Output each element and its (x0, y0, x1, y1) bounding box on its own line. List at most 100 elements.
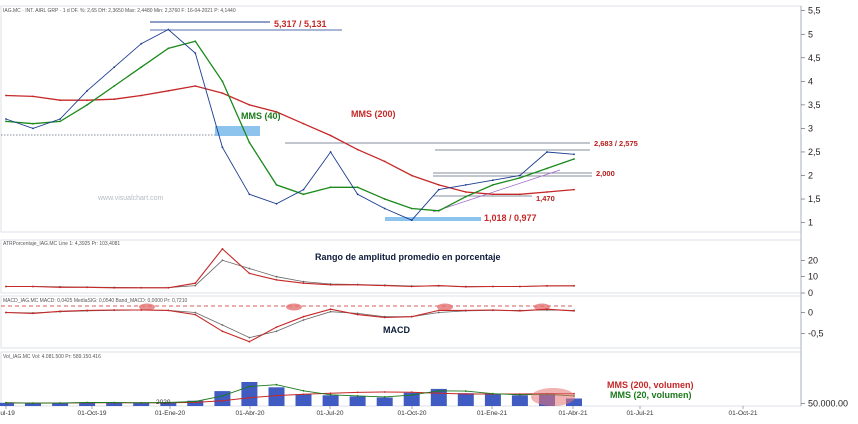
macd-line-point (464, 309, 467, 312)
level-label-2000: 2,000 (596, 169, 615, 178)
atr-line-point (302, 282, 305, 285)
x-tick-label: 01-Jul-20 (316, 410, 343, 417)
macd-signal-line-point (248, 336, 251, 339)
price-y-axis: 5,5 5 4,5 4 3,5 3 2,5 2 1,5 1 (801, 6, 821, 228)
volume-bar (403, 392, 420, 406)
price-line-point (302, 188, 305, 191)
macd-line-point (437, 309, 440, 312)
atr-signal-line-point (275, 275, 278, 278)
volume-mms20-line-point (275, 383, 278, 386)
macd-line-point (167, 309, 170, 312)
price-y-tick-label: 4,5 (808, 53, 821, 63)
volume-header: Vol_IAG.MC Vol: 4.081.500 Pr: 589.150.41… (3, 354, 101, 360)
mms40-line-point (410, 207, 413, 210)
macd-line-point (492, 309, 494, 311)
atr-y-axis: 20 10 0 (801, 255, 818, 298)
macd-title: MACD (383, 325, 410, 335)
price-line-point (113, 66, 116, 69)
macd-header: MACD_IAG.MC MACD: 0,0425 MediaSIG: 0,054… (3, 298, 187, 304)
atr-header: ATRPorcentaje_IAG.MC Line 1: 4,3925 Pr: … (3, 241, 120, 247)
price-y-tick-label: 3 (808, 123, 813, 133)
mms200-line-point (519, 193, 521, 196)
volume-mms20-line-point (492, 392, 494, 395)
price-line-point (32, 127, 34, 130)
mms200-line-point (167, 89, 170, 92)
macd-signal-line-point (329, 310, 332, 313)
mms40-line-point (140, 66, 143, 69)
price-y-tick-label: 5,5 (808, 6, 821, 16)
macd-y-axis: 0 -0,5 (801, 308, 824, 338)
macd-line-point (59, 310, 61, 313)
mms40-line-point (546, 167, 548, 170)
volume-mms20-label: MMS (20, volumen) (610, 390, 692, 400)
atr-series-group (5, 248, 575, 289)
macd-line-point (383, 316, 386, 319)
atr-line-point (167, 286, 170, 289)
volume-mms200-line-point (356, 391, 359, 394)
price-line-point (492, 179, 494, 182)
mms200-label: MMS (200) (351, 109, 396, 119)
macd-signal-line-point (437, 311, 440, 314)
macd-peak-marker-3 (437, 303, 453, 311)
mms200-line-point (573, 188, 575, 191)
atr-y-tick-label: 20 (808, 255, 818, 265)
mms40-line-point (32, 122, 34, 125)
atr-line-point (519, 285, 521, 288)
volume-bar (268, 387, 285, 406)
volume-bar (133, 402, 150, 406)
volume-mms20-line-point (86, 401, 88, 404)
x-axis: Jul-19 01-Oct-19 01-Ene-20 01-Abr-20 01-Jul-… (0, 406, 758, 417)
atr-line-point (410, 285, 413, 288)
atr-y-tick-label: 10 (808, 272, 818, 282)
mms40-line-point (329, 186, 332, 189)
macd-line (5, 308, 575, 343)
mms200-line-point (194, 85, 197, 87)
atr-title: Rango de amplitud promedio en porcentaje (315, 252, 501, 262)
macd-line-point (410, 315, 413, 318)
price-line-point (356, 193, 359, 196)
volume-mms200-line-point (464, 393, 467, 395)
atr-line-point (383, 284, 386, 287)
price-line-point (573, 153, 575, 156)
atr-line-point (5, 285, 7, 288)
atr-line-point (32, 285, 34, 288)
price-line-point (59, 118, 61, 120)
mms200-line-point (356, 148, 359, 151)
macd-peak-marker-2 (286, 303, 302, 311)
volume-mms20-line-point (167, 401, 170, 404)
watermark: www.visualchart.com (97, 195, 164, 202)
volume-mms20-line-point (464, 390, 467, 392)
macd-line-point (302, 315, 305, 318)
year-marker: 2020 (156, 399, 171, 406)
x-tick-label: 01-Abr-21 (559, 410, 588, 417)
volume-mms20-line-point (519, 393, 521, 396)
price-y-tick-label: 4 (808, 76, 813, 86)
atr-panel-frame (0, 239, 802, 294)
atr-line-point (573, 284, 575, 287)
macd-panel-frame (0, 295, 802, 349)
volume-mms20-line-point (410, 394, 413, 396)
x-tick-label: 01-Oct-20 (398, 410, 427, 417)
atr-line-point (492, 285, 494, 288)
price-header: IAG.MC · INT. AIRL GRP · 1 d DF. %: 2,65… (3, 8, 236, 14)
x-tick-label: 01-Ene-21 (477, 410, 508, 417)
mms200-line-point (59, 99, 61, 102)
volume-bar (0, 402, 14, 406)
macd-line-point (546, 308, 548, 311)
price-line-point (437, 188, 440, 191)
atr-line-point (329, 283, 332, 286)
atr-line (6, 248, 574, 289)
volume-mms20-line-point (194, 400, 197, 403)
mms40-line-point (59, 120, 61, 123)
volume-y-axis: 50.000.00 (801, 398, 848, 408)
mms40-line-point (194, 40, 197, 43)
mms40-line-point (248, 141, 251, 144)
mms40-line (5, 40, 575, 212)
atr-y-tick-label: 0 (808, 288, 813, 298)
atr-line-point (546, 284, 548, 287)
price-line-point (519, 174, 521, 177)
atr-line-point (194, 282, 197, 285)
price-y-tick-label: 1 (808, 218, 813, 228)
atr-signal-line-point (248, 267, 251, 270)
